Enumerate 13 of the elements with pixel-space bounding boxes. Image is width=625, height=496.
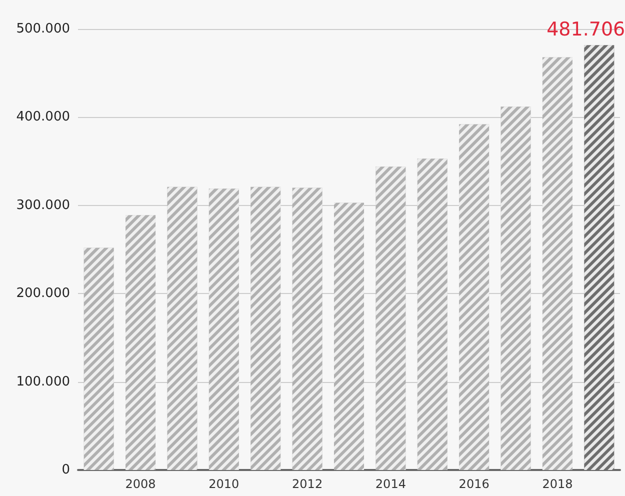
data-label: 481.706 (546, 18, 625, 41)
x-tick-label: 2014 (375, 477, 406, 491)
y-tick-label: 400.000 (16, 110, 70, 125)
y-tick-label: 0 (62, 462, 70, 478)
x-tick-label: 2016 (458, 477, 490, 491)
x-tick-label: 2010 (208, 477, 240, 491)
y-tick-label: 200.000 (16, 286, 70, 302)
x-tick-label: 2018 (542, 477, 573, 491)
x-tick-label: 2008 (125, 477, 156, 491)
x-tick-label: 2012 (292, 477, 323, 491)
y-tick-label: 500.000 (16, 22, 70, 36)
y-tick-label: 300.000 (16, 198, 70, 213)
y-tick-label: 100.000 (16, 374, 70, 390)
